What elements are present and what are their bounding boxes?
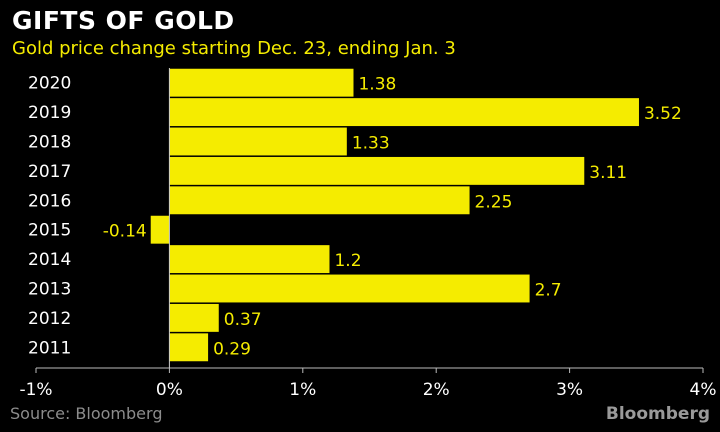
bar bbox=[169, 68, 354, 97]
x-tick-label: 1% bbox=[289, 380, 316, 400]
bar bbox=[150, 215, 170, 244]
data-label: 3.52 bbox=[644, 104, 682, 124]
x-tick-label: -1% bbox=[19, 380, 52, 400]
x-tick-label: 0% bbox=[156, 380, 183, 400]
bar bbox=[169, 274, 530, 303]
bar bbox=[169, 98, 639, 127]
bar bbox=[169, 186, 470, 215]
bar bbox=[169, 127, 347, 156]
x-tick-label: 4% bbox=[690, 380, 717, 400]
category-label: 2020 bbox=[28, 74, 71, 94]
data-label: 2.25 bbox=[475, 192, 513, 212]
chart-title: GIFTS OF GOLD bbox=[12, 6, 235, 35]
bar bbox=[169, 156, 585, 185]
category-label: 2017 bbox=[28, 162, 71, 182]
data-label: 0.29 bbox=[213, 339, 251, 359]
data-label: 1.2 bbox=[334, 251, 361, 271]
data-label: 2.7 bbox=[535, 281, 562, 301]
category-label: 2018 bbox=[28, 133, 71, 153]
bar bbox=[169, 303, 219, 332]
bloomberg-logo: Bloomberg bbox=[605, 404, 710, 424]
category-label: 2012 bbox=[28, 309, 71, 329]
bar bbox=[169, 333, 209, 362]
x-tick-label: 3% bbox=[556, 380, 583, 400]
category-label: 2013 bbox=[28, 280, 71, 300]
category-label: 2015 bbox=[28, 221, 71, 241]
x-tick-label: 2% bbox=[423, 380, 450, 400]
data-label: 1.38 bbox=[358, 75, 396, 95]
category-label: 2016 bbox=[28, 191, 71, 211]
bar bbox=[169, 245, 330, 274]
data-label: 0.37 bbox=[224, 310, 262, 330]
data-label: -0.14 bbox=[103, 222, 147, 242]
source-note: Source: Bloomberg bbox=[10, 404, 163, 423]
chart-subtitle: Gold price change starting Dec. 23, endi… bbox=[12, 38, 456, 59]
data-label: 3.11 bbox=[589, 163, 627, 183]
data-label: 1.33 bbox=[352, 134, 390, 154]
category-label: 2011 bbox=[28, 338, 71, 358]
category-label: 2014 bbox=[28, 250, 71, 270]
category-label: 2019 bbox=[28, 103, 71, 123]
